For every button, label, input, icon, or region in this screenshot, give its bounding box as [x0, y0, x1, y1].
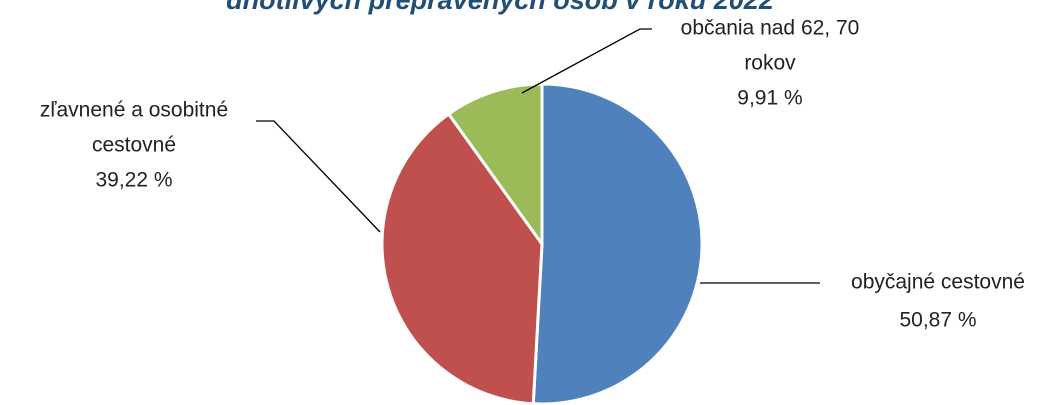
slice-value-2: 39,22 % — [95, 169, 172, 192]
pie-slice-1 — [531, 82, 704, 405]
slice-value-3: 9,91 % — [737, 87, 802, 110]
pie-slice-2 — [380, 112, 544, 405]
leader-line-2 — [256, 120, 381, 233]
slice-label-2-line-1: zľavnené a osobitné — [40, 99, 228, 122]
slice-label-1-line-1: obyčajné cestovné — [851, 271, 1025, 294]
slice-value-1: 50,87 % — [899, 309, 976, 332]
chart-title: dnotlivých prepravených osôb v roku 2022 — [226, 0, 774, 15]
slice-label-3-line-2: rokov — [744, 52, 796, 75]
leader-line-3 — [521, 28, 652, 94]
slice-label-3-line-1: občania nad 62, 70 — [681, 17, 860, 40]
slice-label-2-line-2: cestovné — [92, 134, 176, 157]
